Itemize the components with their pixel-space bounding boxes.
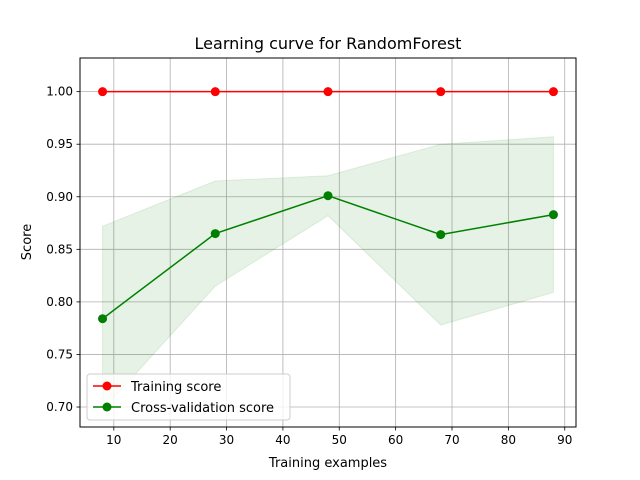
data-point-series-0 (98, 87, 108, 97)
data-point-series-0 (210, 87, 220, 97)
y-tick-label: 0.80 (46, 295, 73, 309)
y-tick-label: 0.75 (46, 347, 73, 361)
data-point-series-0 (548, 87, 558, 97)
plot-area-frame (79, 57, 577, 428)
x-tick-label: 40 (275, 433, 290, 447)
data-point-series-1 (323, 191, 333, 201)
y-tick-label: 0.85 (46, 242, 73, 256)
x-tick-label: 70 (444, 433, 459, 447)
x-tick-label: 60 (388, 433, 403, 447)
x-tick-label: 90 (557, 433, 572, 447)
y-tick-label: 0.90 (46, 190, 73, 204)
x-tick-label: 30 (219, 433, 234, 447)
data-point-series-1 (210, 229, 220, 239)
x-axis-label: Training examples (268, 456, 387, 471)
y-tick-label: 1.00 (46, 85, 73, 99)
legend-swatch-training-marker (102, 381, 112, 391)
y-tick-label: 0.70 (46, 400, 73, 414)
legend: Training score Cross-validation score (86, 373, 291, 421)
legend-swatch-cv-marker (102, 402, 112, 412)
series-markers (98, 87, 558, 324)
data-point-series-1 (436, 230, 446, 240)
x-tick-label: 20 (163, 433, 178, 447)
legend-label-training: Training score (130, 380, 221, 395)
x-tick-label: 80 (501, 433, 516, 447)
data-point-series-0 (323, 87, 333, 97)
chart-title: Learning curve for RandomForest (195, 34, 462, 53)
y-axis-label: Score (20, 224, 35, 260)
y-tick-label: 0.95 (46, 137, 73, 151)
x-tick-label: 50 (332, 433, 347, 447)
y-axis-ticks: 0.70 0.75 0.80 0.85 0.90 0.95 1.00 (46, 85, 80, 414)
x-axis-ticks: 10 20 30 40 50 60 70 80 90 (106, 427, 572, 447)
legend-box (86, 373, 291, 421)
data-point-series-0 (436, 87, 446, 97)
data-point-series-1 (98, 314, 108, 324)
legend-label-cross-validation: Cross-validation score (131, 401, 274, 416)
std-band-series-1 (102, 136, 554, 412)
data-point-series-1 (548, 210, 558, 220)
x-tick-label: 10 (106, 433, 121, 447)
